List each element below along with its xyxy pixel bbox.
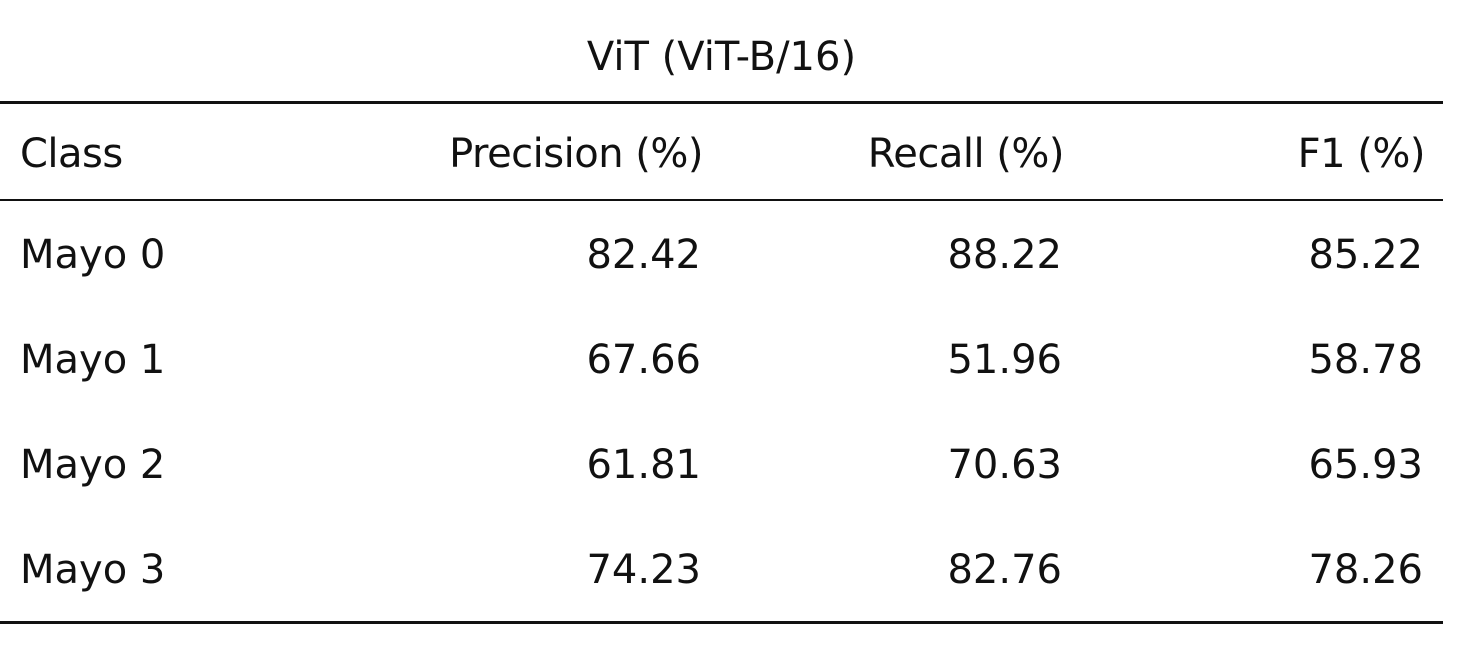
- header-precision: Precision (%): [449, 131, 703, 177]
- header-recall: Recall (%): [867, 131, 1065, 177]
- table-top-rule: [0, 101, 1443, 104]
- cell-f1: 65.93: [1308, 442, 1423, 488]
- cell-class: Mayo 3: [20, 547, 166, 593]
- cell-recall: 51.96: [947, 337, 1062, 383]
- table-header-row: Class Precision (%) Recall (%) F1 (%): [0, 124, 1443, 184]
- cell-precision: 82.42: [586, 232, 701, 278]
- table-bottom-rule: [0, 621, 1443, 624]
- cell-recall: 88.22: [947, 232, 1062, 278]
- header-class: Class: [20, 131, 123, 177]
- cell-precision: 61.81: [586, 442, 701, 488]
- cell-class: Mayo 0: [20, 232, 166, 278]
- cell-f1: 85.22: [1308, 232, 1423, 278]
- cell-f1: 58.78: [1308, 337, 1423, 383]
- cell-precision: 74.23: [586, 547, 701, 593]
- cell-precision: 67.66: [586, 337, 701, 383]
- cell-recall: 70.63: [947, 442, 1062, 488]
- table-row: Mayo 3 74.23 82.76 78.26: [0, 540, 1443, 600]
- table-header-rule: [0, 199, 1443, 201]
- cell-class: Mayo 1: [20, 337, 166, 383]
- cell-recall: 82.76: [947, 547, 1062, 593]
- table-row: Mayo 1 67.66 51.96 58.78: [0, 330, 1443, 390]
- table-row: Mayo 0 82.42 88.22 85.22: [0, 225, 1443, 285]
- cell-f1: 78.26: [1308, 547, 1423, 593]
- table-caption: ViT (ViT-B/16): [586, 34, 857, 80]
- header-f1: F1 (%): [1297, 131, 1426, 177]
- table-row: Mayo 2 61.81 70.63 65.93: [0, 435, 1443, 495]
- cell-class: Mayo 2: [20, 442, 166, 488]
